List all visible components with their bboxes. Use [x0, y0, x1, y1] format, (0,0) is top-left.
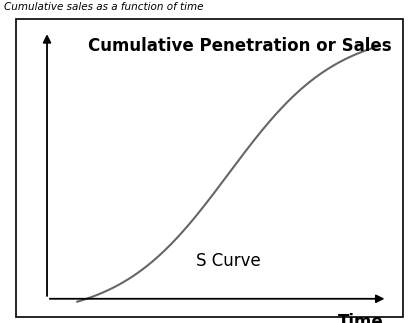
Text: Cumulative Penetration or Sales: Cumulative Penetration or Sales — [88, 37, 392, 55]
Text: Cumulative sales as a function of time: Cumulative sales as a function of time — [4, 2, 203, 12]
Text: S Curve: S Curve — [196, 252, 261, 270]
Text: Time: Time — [338, 313, 383, 323]
